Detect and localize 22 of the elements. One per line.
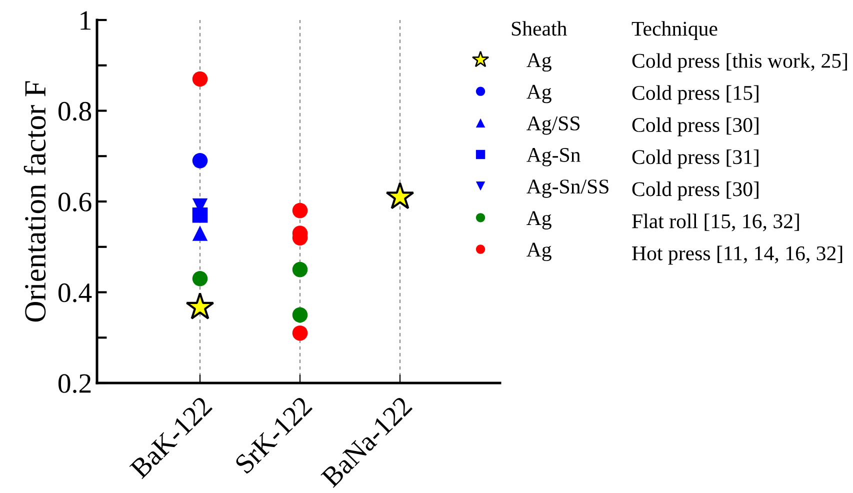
y-tick-label: 0.2 <box>58 374 91 394</box>
y-tick-label: 0.4 <box>58 283 92 302</box>
text: Cold press [30] <box>632 182 758 200</box>
text: Technique <box>632 21 718 40</box>
legend-label: Ag <box>526 211 552 230</box>
text: Cold press [15] <box>632 85 758 104</box>
y-tick-label: 0.8 <box>58 102 92 121</box>
text: Cold press [30] <box>632 117 758 136</box>
legend-label: Ag <box>526 53 552 72</box>
legend-label: Ag <box>526 84 552 104</box>
legend-label: Ag/SS <box>526 116 580 135</box>
legend-title: Sheath <box>512 21 567 36</box>
legend-label: Ag-Sn/SS <box>526 180 608 198</box>
legend-label: Ag <box>526 242 552 262</box>
text: Hot press [11, 14, 16, 32] <box>632 246 842 265</box>
text: Cold press [this work, 25] <box>632 53 847 72</box>
y-tick-label: 1 <box>80 11 90 30</box>
legend-label: Ag-Sn <box>526 148 580 166</box>
y-tick-label: 0.6 <box>58 192 92 212</box>
text: Cold press [31] <box>632 149 758 168</box>
text: Flat roll [15, 16, 32] <box>632 214 799 232</box>
y-axis-title: Orientation factor F <box>24 81 46 322</box>
